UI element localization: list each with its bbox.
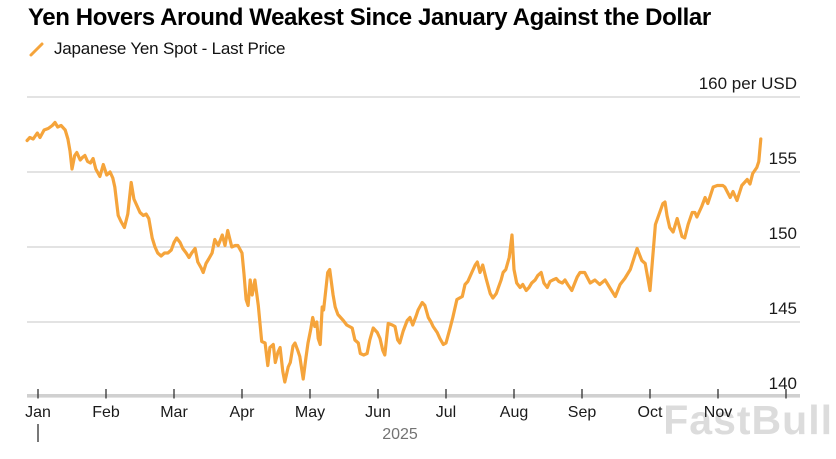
x-axis-label: Jan — [25, 404, 51, 421]
x-axis-label: Apr — [230, 404, 256, 421]
x-axis-label: Sep — [568, 404, 597, 421]
y-axis-label: 160 per USD — [699, 74, 797, 93]
x-axis-label: Mar — [160, 404, 188, 421]
legend: Japanese Yen Spot - Last Price — [28, 39, 285, 59]
y-axis-label: 145 — [769, 299, 797, 318]
x-axis-label: Aug — [500, 404, 528, 421]
year-label: 2025 — [382, 426, 418, 443]
x-axis-label: May — [295, 404, 325, 421]
y-axis-label: 155 — [769, 149, 797, 168]
x-axis-label: Jul — [436, 404, 456, 421]
chart-title: Yen Hovers Around Weakest Since January … — [28, 4, 711, 31]
x-axis-label: Jun — [365, 404, 391, 421]
x-axis-label: Feb — [92, 404, 120, 421]
watermark: FastBull — [663, 397, 833, 443]
x-axis-label: Oct — [638, 404, 663, 421]
price-line — [25, 120, 763, 384]
y-axis-label: 150 — [769, 224, 797, 243]
legend-label: Japanese Yen Spot - Last Price — [54, 39, 286, 58]
x-axis-label: Nov — [704, 404, 732, 421]
legend-line-icon — [29, 42, 44, 56]
x-axis-line — [27, 394, 800, 398]
y-axis-label: 140 — [769, 374, 797, 393]
